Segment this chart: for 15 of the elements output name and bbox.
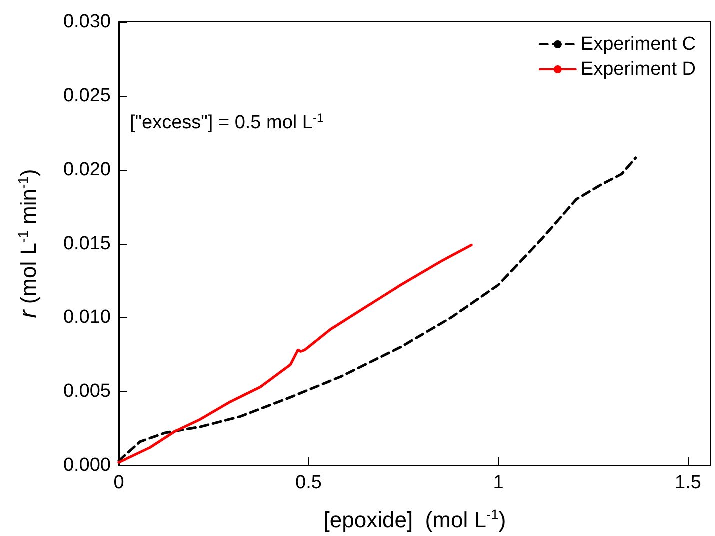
y-tick-label: 0.025	[63, 85, 111, 106]
x-tick-label: 0	[114, 472, 124, 494]
y-axis-title: r (mol L-1 min-1)	[15, 169, 42, 318]
y-tick-label: 0.005	[63, 381, 111, 402]
y-tick-label: 0.015	[63, 233, 111, 254]
y-tick-label: 0.000	[63, 455, 111, 476]
x-tick-label: 0.5	[296, 472, 322, 494]
x-tick-label: 1	[493, 472, 504, 494]
x-tick-label: 1.5	[675, 472, 702, 494]
y-tick-label: 0.010	[63, 307, 111, 328]
legend-label: Experiment C	[580, 34, 696, 55]
line-series	[118, 244, 473, 464]
y-tick-label: 0.030	[63, 12, 111, 32]
legend-label: Experiment D	[580, 59, 696, 80]
y-tick-label: 0.020	[63, 159, 111, 180]
